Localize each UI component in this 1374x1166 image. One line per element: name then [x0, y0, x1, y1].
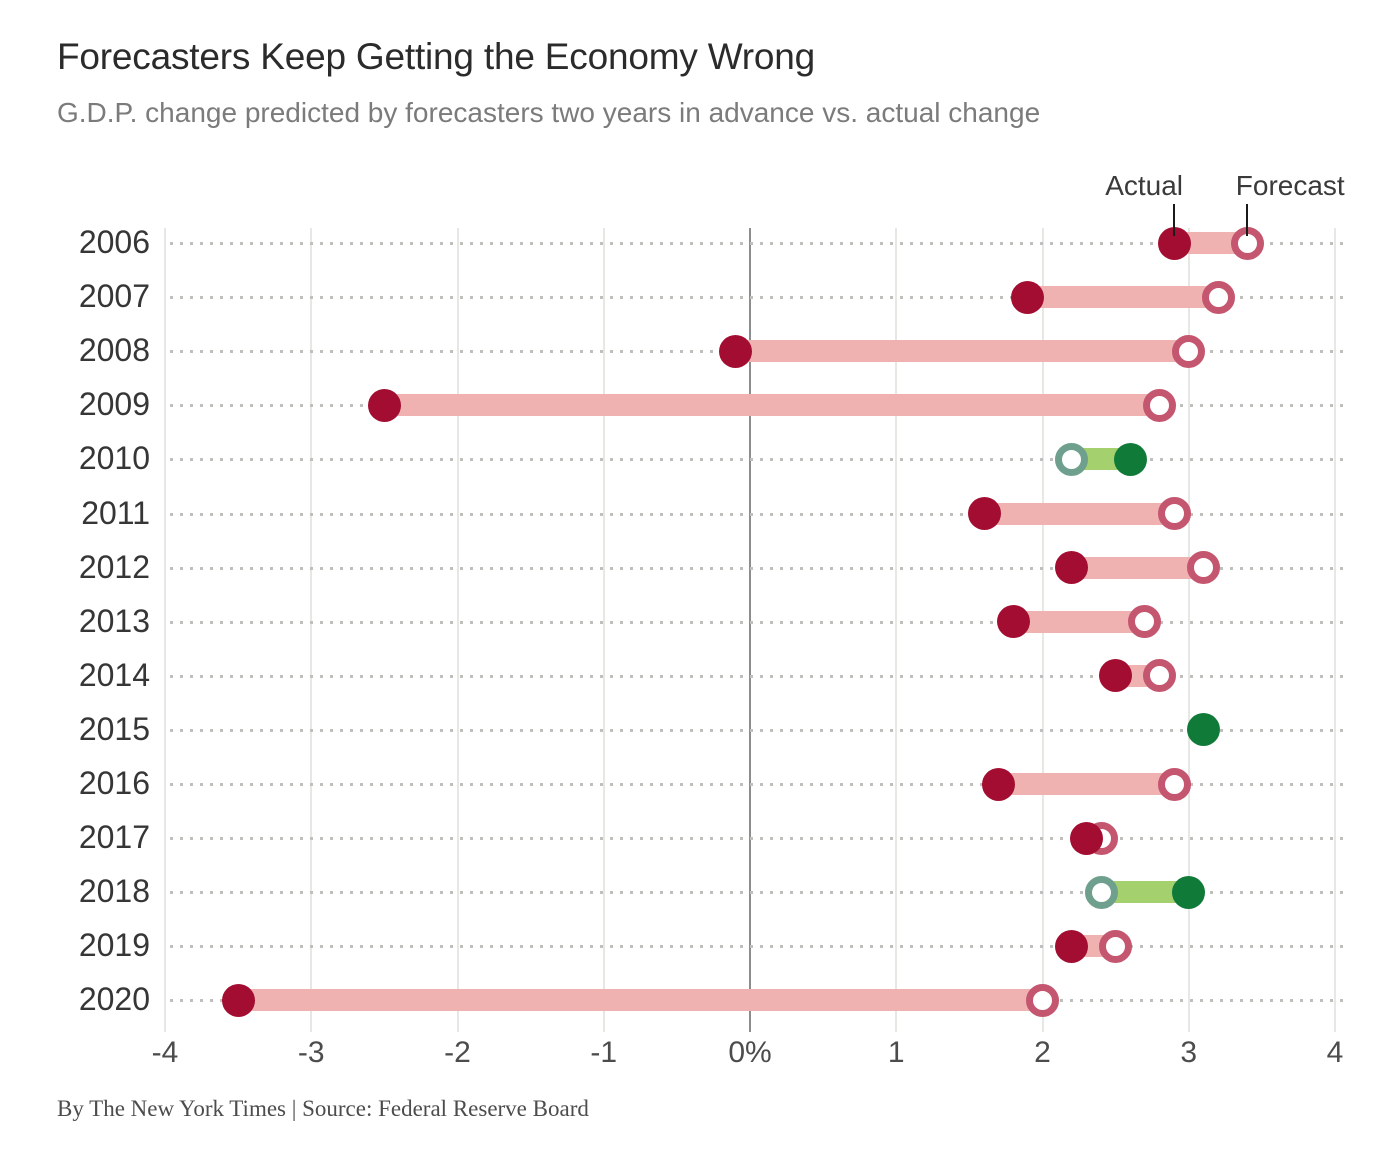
- gap-bar-overestimate: [1071, 556, 1204, 579]
- actual-dot: [967, 497, 1001, 530]
- forecast-ring: [1128, 605, 1162, 639]
- year-label: 2015: [78, 710, 150, 747]
- gridline: [310, 228, 313, 1032]
- actual-dot: [982, 767, 1016, 801]
- gap-bar-overestimate: [238, 989, 1043, 1012]
- forecast-ring: [1084, 875, 1118, 909]
- actual-dot: [1055, 929, 1089, 963]
- x-axis-tick-label: 1: [887, 1036, 905, 1069]
- row-dotted-line: [170, 242, 1345, 245]
- actual-dot: [1186, 713, 1220, 747]
- x-axis-tick-label: 0%: [728, 1036, 772, 1069]
- forecast-ring: [1157, 767, 1191, 801]
- year-label: 2016: [78, 765, 150, 801]
- legend-actual-pointer-line: [1173, 204, 1176, 236]
- forecast-ring: [1143, 388, 1176, 422]
- x-axis-tick-label: -4: [151, 1036, 179, 1069]
- actual-dot: [221, 983, 255, 1017]
- year-label: 2009: [78, 386, 150, 423]
- row-dotted-line: [170, 837, 1345, 841]
- gap-bar-overestimate: [384, 394, 1160, 417]
- forecast-ring: [1055, 442, 1089, 476]
- actual-dot: [1172, 875, 1206, 909]
- forecast-ring: [1099, 929, 1133, 963]
- row-dotted-line: [170, 620, 1345, 624]
- actual-dot: [1069, 821, 1103, 855]
- legend-actual-label: Actual: [1105, 170, 1184, 201]
- gap-bar-underestimate: [1101, 881, 1189, 904]
- year-label: 2020: [78, 981, 150, 1018]
- gridline: [456, 228, 459, 1032]
- row-dotted-line: [170, 566, 1345, 570]
- x-axis-tick-label: 4: [1326, 1036, 1344, 1069]
- x-axis-tick-label: -1: [590, 1036, 618, 1069]
- x-axis-tick-label: 2: [1034, 1036, 1051, 1069]
- year-label: 2007: [78, 278, 150, 315]
- row-dotted-line: [170, 296, 1345, 300]
- chart-title: Forecasters Keep Getting the Economy Wro…: [57, 36, 816, 77]
- gridline: [602, 228, 605, 1032]
- x-axis-tick-label: -3: [297, 1036, 325, 1069]
- actual-dot: [367, 388, 401, 422]
- gap-bar-overestimate: [984, 502, 1175, 525]
- gap-bar-overestimate: [735, 340, 1189, 363]
- gridline: [1187, 228, 1190, 1032]
- year-label: 2014: [78, 656, 150, 693]
- actual-dot: [1011, 280, 1045, 314]
- year-label: 2010: [78, 440, 150, 477]
- x-axis-tick-label: 3: [1180, 1036, 1198, 1069]
- row-dotted-line: [170, 728, 1345, 732]
- actual-dot: [996, 605, 1030, 639]
- row-dotted-line: [170, 945, 1345, 949]
- legend-forecast-pointer-line: [1246, 204, 1249, 236]
- gridline: [164, 228, 166, 1032]
- forecast-ring: [1172, 334, 1206, 368]
- year-label: 2013: [78, 602, 150, 639]
- actual-dot: [1099, 659, 1133, 693]
- row-dotted-line: [170, 458, 1345, 462]
- forecast-ring: [1026, 983, 1059, 1017]
- gap-bar-overestimate: [1174, 232, 1248, 254]
- zero-gridline: [749, 228, 751, 1032]
- actual-dot: [1055, 551, 1089, 585]
- legend-forecast-label: Forecast: [1235, 170, 1345, 201]
- year-label: 2017: [78, 819, 150, 856]
- actual-dot: [1113, 442, 1147, 476]
- gap-bar-overestimate: [1013, 610, 1145, 633]
- year-label: 2006: [78, 224, 150, 260]
- gap-bar-overestimate: [998, 773, 1175, 795]
- year-label: 2019: [78, 927, 150, 964]
- forecast-ring: [1201, 280, 1235, 314]
- year-label: 2018: [78, 873, 150, 910]
- year-label: 2008: [78, 332, 150, 369]
- gridline: [1334, 228, 1336, 1032]
- chart-subtitle: G.D.P. change predicted by forecasters t…: [57, 97, 1041, 128]
- forecast-ring: [1143, 659, 1176, 693]
- gridline: [895, 228, 898, 1032]
- gap-bar-overestimate: [1027, 286, 1218, 309]
- forecast-ring: [1186, 551, 1220, 585]
- row-dotted-line: [170, 891, 1345, 895]
- row-dotted-line: [170, 512, 1345, 516]
- year-label: 2012: [78, 548, 150, 585]
- x-axis-tick-label: -2: [444, 1036, 471, 1069]
- actual-dot: [718, 334, 752, 368]
- year-label: 2011: [81, 494, 150, 531]
- row-dotted-line: [170, 783, 1345, 786]
- row-dotted-line: [170, 674, 1345, 678]
- forecast-ring: [1157, 497, 1191, 530]
- byline-source-credit: By The New York Times | Source: Federal …: [57, 1096, 589, 1121]
